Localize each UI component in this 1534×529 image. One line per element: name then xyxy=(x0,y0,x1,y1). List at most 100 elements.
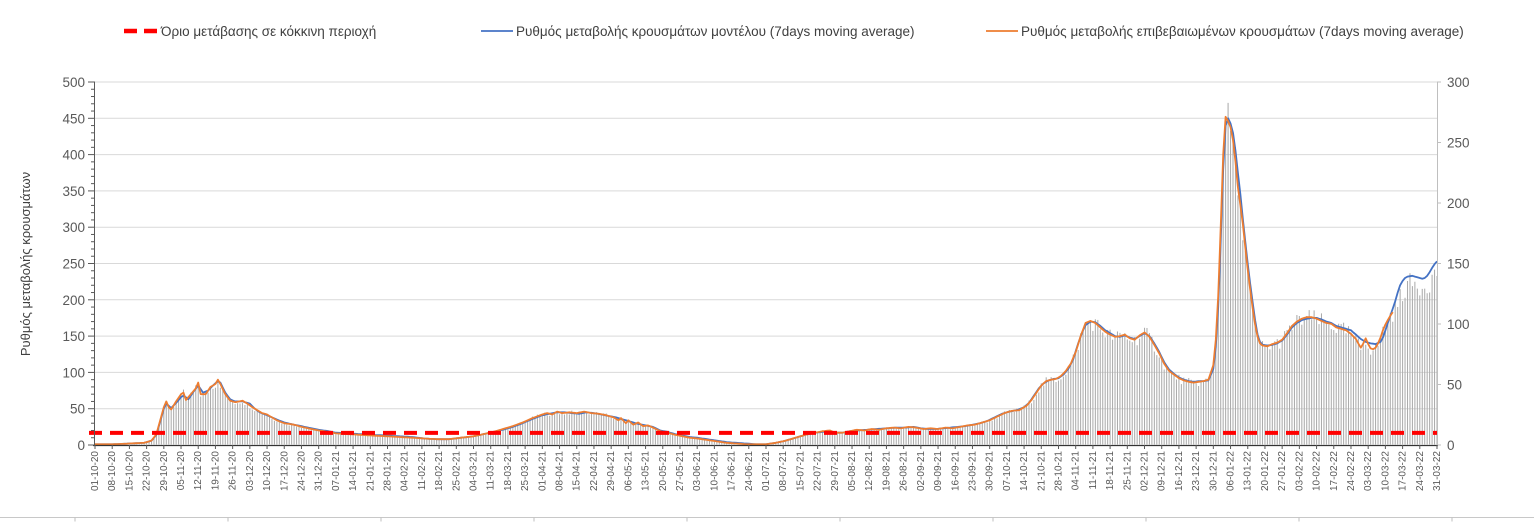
svg-text:29-10-20: 29-10-20 xyxy=(159,451,170,491)
svg-text:02-09-21: 02-09-21 xyxy=(916,451,927,491)
svg-text:24-12-20: 24-12-20 xyxy=(297,451,308,491)
y-axis-title: Ρυθμός μεταβολής κρουσμάτων xyxy=(18,172,33,356)
svg-text:07-10-21: 07-10-21 xyxy=(1002,451,1013,491)
svg-text:11-11-21: 11-11-21 xyxy=(1088,451,1099,490)
svg-text:04-02-21: 04-02-21 xyxy=(400,451,411,491)
svg-text:16-09-21: 16-09-21 xyxy=(950,451,961,491)
svg-text:05-08-21: 05-08-21 xyxy=(847,451,858,491)
svg-text:14-01-21: 14-01-21 xyxy=(348,451,359,491)
legend: Όριο μετάβασης σε κόκκινη περιοχή Ρυθμός… xyxy=(124,24,1464,39)
svg-text:03-12-20: 03-12-20 xyxy=(245,451,256,491)
svg-text:350: 350 xyxy=(62,184,85,199)
axes-layer: 0 50 100 150 200 250 300 350 400 450 500 0 50 100 150 2… xyxy=(62,75,1469,491)
svg-text:11-02-21: 11-02-21 xyxy=(417,451,428,491)
svg-text:02-12-21: 02-12-21 xyxy=(1140,451,1151,491)
svg-text:15-04-21: 15-04-21 xyxy=(572,451,583,491)
svg-text:150: 150 xyxy=(62,329,85,344)
svg-text:50: 50 xyxy=(70,402,85,417)
svg-text:03-02-22: 03-02-22 xyxy=(1294,451,1305,491)
svg-text:0: 0 xyxy=(1447,438,1455,453)
svg-text:29-07-21: 29-07-21 xyxy=(830,451,841,491)
svg-text:01-07-21: 01-07-21 xyxy=(761,451,772,491)
svg-text:200: 200 xyxy=(1447,196,1470,211)
svg-text:17-02-22: 17-02-22 xyxy=(1329,451,1340,491)
svg-text:20-05-21: 20-05-21 xyxy=(658,451,669,491)
svg-text:17-06-21: 17-06-21 xyxy=(727,451,738,491)
svg-text:09-12-21: 09-12-21 xyxy=(1157,451,1168,491)
svg-text:16-12-21: 16-12-21 xyxy=(1174,451,1185,491)
legend-item-confirmed: Ρυθμός μεταβολής επιβεβαιωμένων κρουσμάτ… xyxy=(986,24,1464,39)
legend-item-threshold: Όριο μετάβασης σε κόκκινη περιοχή xyxy=(124,24,376,39)
svg-text:27-01-22: 27-01-22 xyxy=(1277,451,1288,491)
svg-text:11-03-21: 11-03-21 xyxy=(486,451,497,491)
svg-text:23-12-21: 23-12-21 xyxy=(1191,451,1202,491)
svg-text:19-11-20: 19-11-20 xyxy=(210,451,221,491)
svg-text:450: 450 xyxy=(62,111,85,126)
svg-text:04-03-21: 04-03-21 xyxy=(469,451,480,491)
svg-text:21-10-21: 21-10-21 xyxy=(1036,451,1047,491)
svg-text:13-05-21: 13-05-21 xyxy=(641,451,652,491)
svg-text:28-10-21: 28-10-21 xyxy=(1054,451,1065,491)
svg-text:150: 150 xyxy=(1447,257,1470,272)
legend-label-model: Ρυθμός μεταβολής κρουσμάτων μοντέλου (7d… xyxy=(516,24,915,39)
legend-item-model: Ρυθμός μεταβολής κρουσμάτων μοντέλου (7d… xyxy=(481,24,915,39)
svg-text:15-07-21: 15-07-21 xyxy=(795,451,806,491)
confirmed-line-layer xyxy=(95,115,1394,446)
svg-text:08-04-21: 08-04-21 xyxy=(555,451,566,491)
svg-text:12-11-20: 12-11-20 xyxy=(193,451,204,491)
svg-text:13-01-22: 13-01-22 xyxy=(1243,451,1254,491)
svg-text:17-03-22: 17-03-22 xyxy=(1398,451,1409,491)
svg-text:27-05-21: 27-05-21 xyxy=(675,451,686,491)
svg-text:10-03-22: 10-03-22 xyxy=(1380,451,1391,491)
svg-text:05-11-20: 05-11-20 xyxy=(176,451,187,491)
svg-text:28-01-21: 28-01-21 xyxy=(383,451,394,491)
svg-text:07-01-21: 07-01-21 xyxy=(331,451,342,491)
svg-text:12-08-21: 12-08-21 xyxy=(864,451,875,491)
svg-text:18-02-21: 18-02-21 xyxy=(434,451,445,491)
svg-text:03-03-22: 03-03-22 xyxy=(1363,451,1374,491)
svg-text:17-12-20: 17-12-20 xyxy=(279,451,290,491)
svg-text:50: 50 xyxy=(1447,378,1462,393)
svg-text:30-12-21: 30-12-21 xyxy=(1208,451,1219,491)
svg-text:23-09-21: 23-09-21 xyxy=(968,451,979,491)
svg-text:09-09-21: 09-09-21 xyxy=(933,451,944,491)
svg-text:30-09-21: 30-09-21 xyxy=(985,451,996,491)
svg-text:10-06-21: 10-06-21 xyxy=(709,451,720,491)
spreadsheet-gridline xyxy=(0,517,1534,522)
svg-text:08-10-20: 08-10-20 xyxy=(107,451,118,491)
svg-text:03-06-21: 03-06-21 xyxy=(692,451,703,491)
svg-text:19-08-21: 19-08-21 xyxy=(881,451,892,491)
svg-text:200: 200 xyxy=(62,293,85,308)
svg-text:100: 100 xyxy=(1447,317,1470,332)
svg-text:18-03-21: 18-03-21 xyxy=(503,451,514,491)
svg-text:300: 300 xyxy=(1447,75,1470,90)
svg-text:31-12-20: 31-12-20 xyxy=(314,451,325,491)
svg-text:04-11-21: 04-11-21 xyxy=(1071,451,1082,491)
svg-text:14-10-21: 14-10-21 xyxy=(1019,451,1030,491)
svg-text:08-07-21: 08-07-21 xyxy=(778,451,789,491)
svg-text:25-11-21: 25-11-21 xyxy=(1122,451,1133,491)
svg-text:10-12-20: 10-12-20 xyxy=(262,451,273,491)
legend-label-confirmed: Ρυθμός μεταβολής επιβεβαιωμένων κρουσμάτ… xyxy=(1021,24,1464,39)
svg-text:26-08-21: 26-08-21 xyxy=(899,451,910,491)
daily-bars-layer xyxy=(126,102,1438,445)
svg-text:0: 0 xyxy=(77,438,85,453)
svg-text:22-07-21: 22-07-21 xyxy=(813,451,824,491)
legend-label-threshold: Όριο μετάβασης σε κόκκινη περιοχή xyxy=(160,24,376,39)
svg-text:20-01-22: 20-01-22 xyxy=(1260,451,1271,491)
svg-text:22-04-21: 22-04-21 xyxy=(589,451,600,491)
svg-text:18-11-21: 18-11-21 xyxy=(1105,451,1116,491)
svg-text:15-10-20: 15-10-20 xyxy=(124,451,135,491)
svg-text:500: 500 xyxy=(62,75,85,90)
svg-text:300: 300 xyxy=(62,220,85,235)
svg-text:25-03-21: 25-03-21 xyxy=(520,451,531,491)
svg-text:01-10-20: 01-10-20 xyxy=(90,451,101,491)
svg-text:26-11-20: 26-11-20 xyxy=(228,451,239,491)
svg-text:01-04-21: 01-04-21 xyxy=(537,451,548,491)
svg-text:31-03-22: 31-03-22 xyxy=(1432,451,1443,491)
svg-text:24-03-22: 24-03-22 xyxy=(1415,451,1426,491)
svg-text:10-02-22: 10-02-22 xyxy=(1312,451,1323,491)
svg-text:250: 250 xyxy=(1447,136,1470,151)
